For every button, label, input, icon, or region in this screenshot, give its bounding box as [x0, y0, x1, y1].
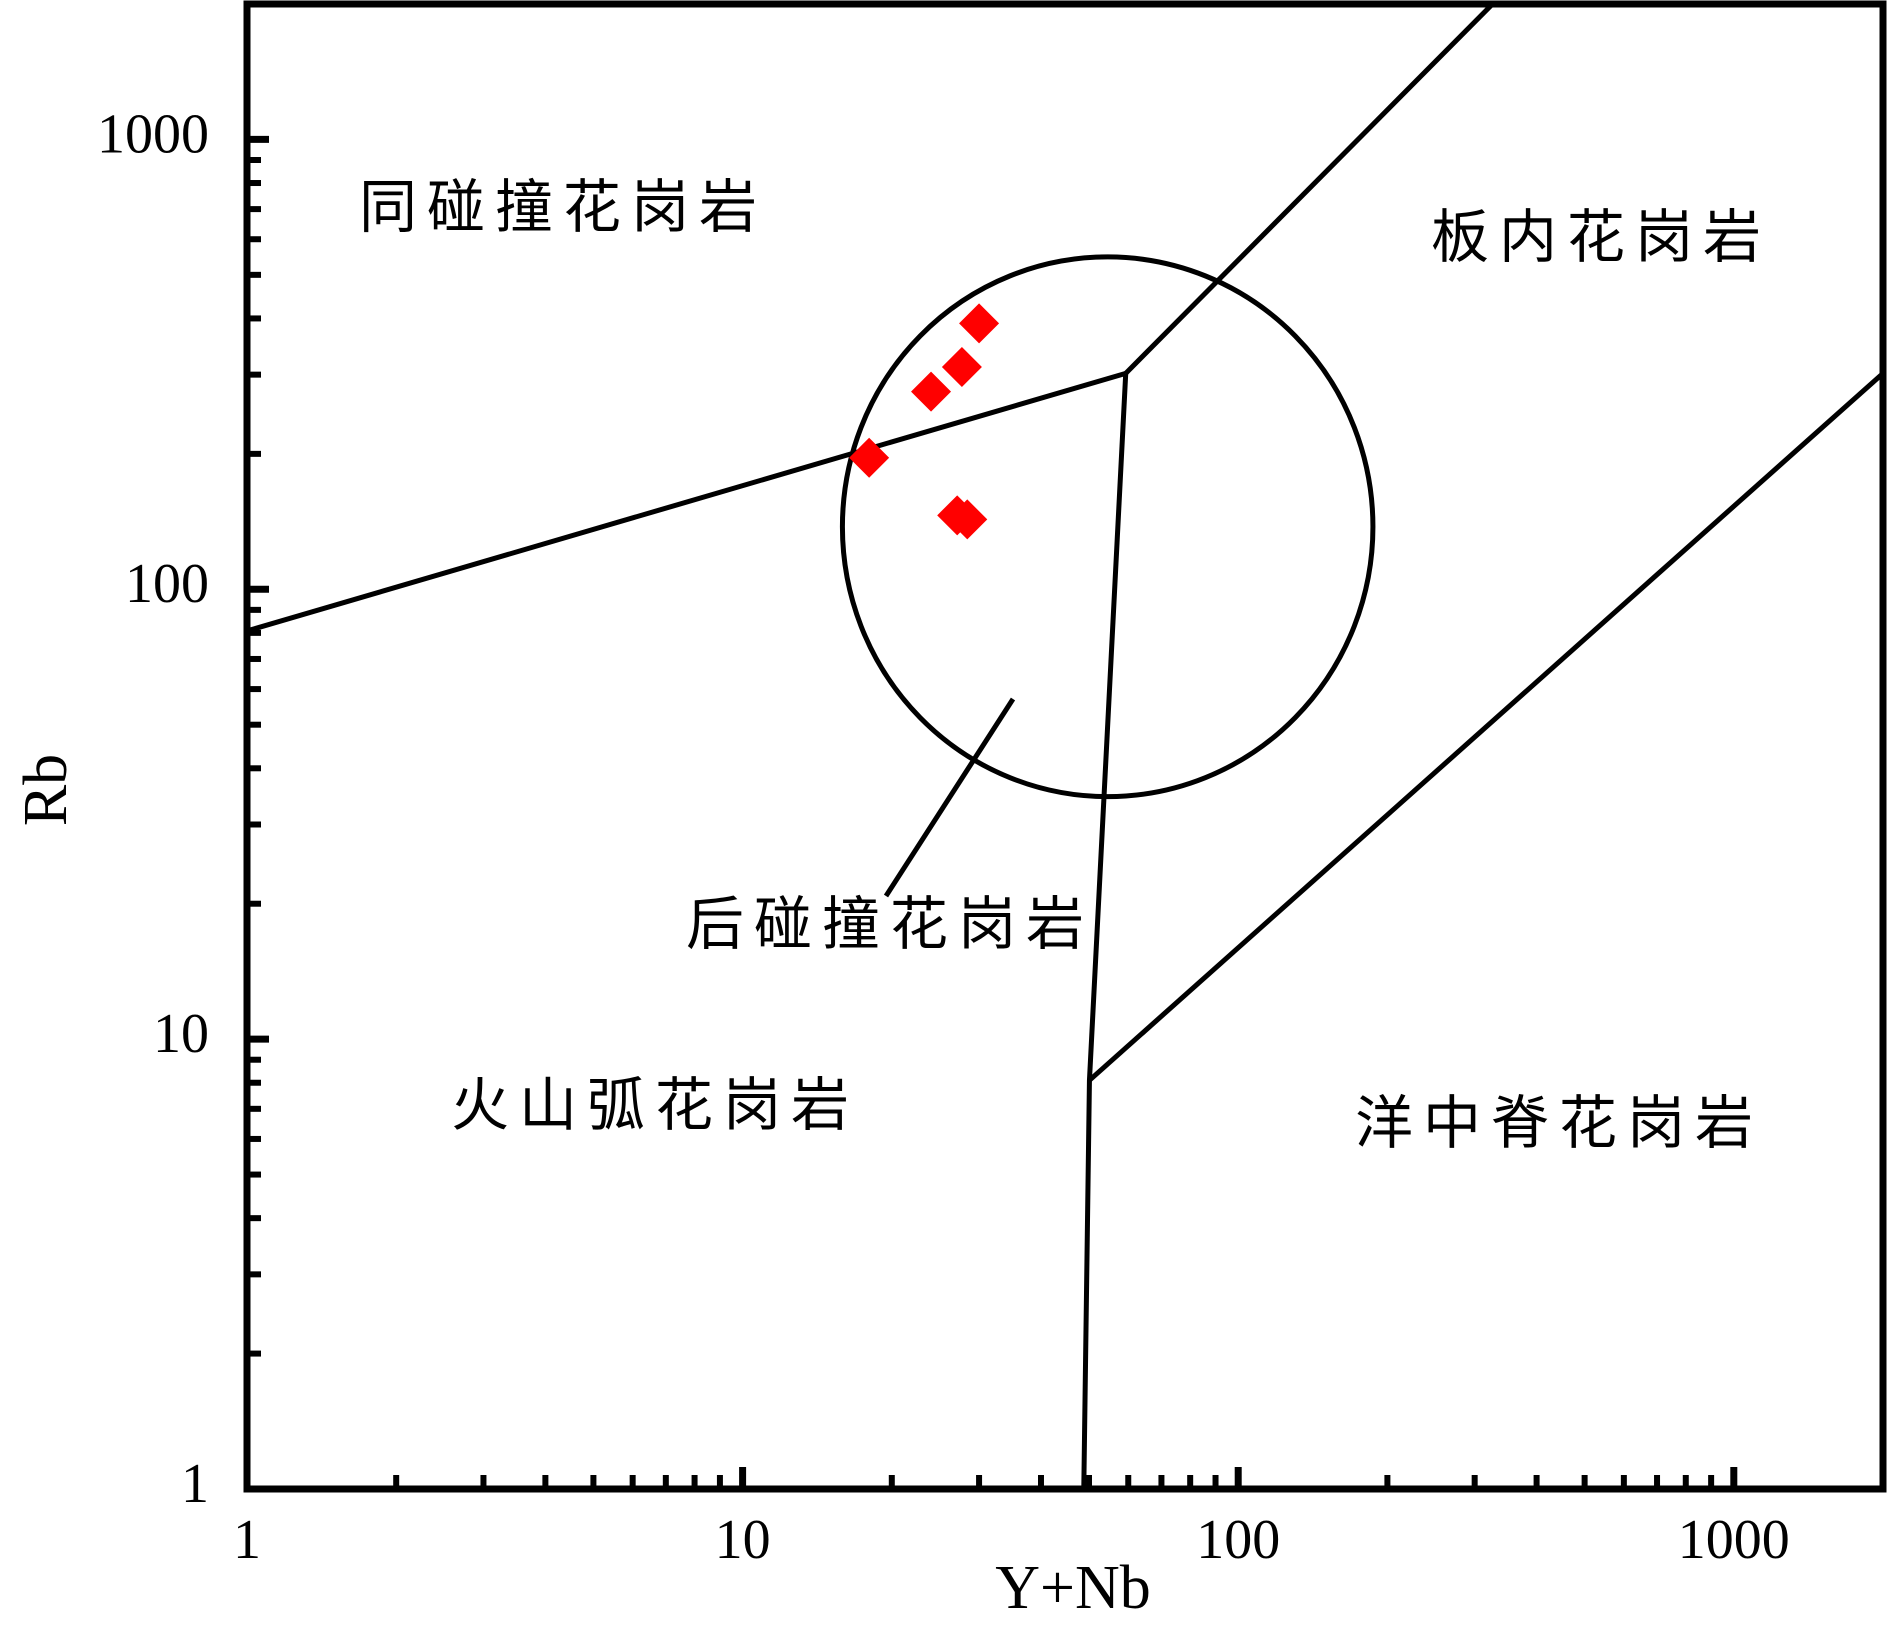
field-boundary	[246, 370, 1127, 634]
x-axis-title: Y+Nb	[995, 1554, 1151, 1622]
x-tick-label: 10	[715, 1509, 771, 1571]
data-point	[941, 346, 982, 387]
x-tick-label: 1	[233, 1509, 261, 1571]
region-label: 板内花岗岩	[1431, 203, 1771, 271]
region-label: 洋中脊花岗岩	[1355, 1089, 1763, 1157]
data-point	[911, 371, 952, 412]
field-boundary	[1123, 2, 1495, 376]
y-tick-label: 1000	[97, 103, 209, 165]
y-axis-title: Rb	[12, 754, 80, 826]
region-label: 同碰撞花岗岩	[359, 173, 767, 241]
leader-line	[883, 697, 1016, 898]
field-boundary	[1087, 371, 1885, 1083]
field-boundary	[1081, 373, 1129, 1490]
y-tick-label: 10	[153, 1003, 209, 1065]
data-point	[959, 303, 1000, 344]
y-tick-label: 100	[125, 553, 209, 615]
plot-frame	[243, 0, 1887, 1493]
post-collision-field	[839, 254, 1376, 800]
data-point	[947, 499, 988, 540]
data-point	[849, 437, 890, 478]
y-tick-label: 1	[181, 1453, 209, 1515]
x-tick-label: 100	[1196, 1509, 1280, 1571]
region-label: 后碰撞花岗岩	[686, 890, 1094, 958]
x-tick-label: 1000	[1678, 1509, 1790, 1571]
region-label: 火山弧花岗岩	[451, 1071, 859, 1139]
